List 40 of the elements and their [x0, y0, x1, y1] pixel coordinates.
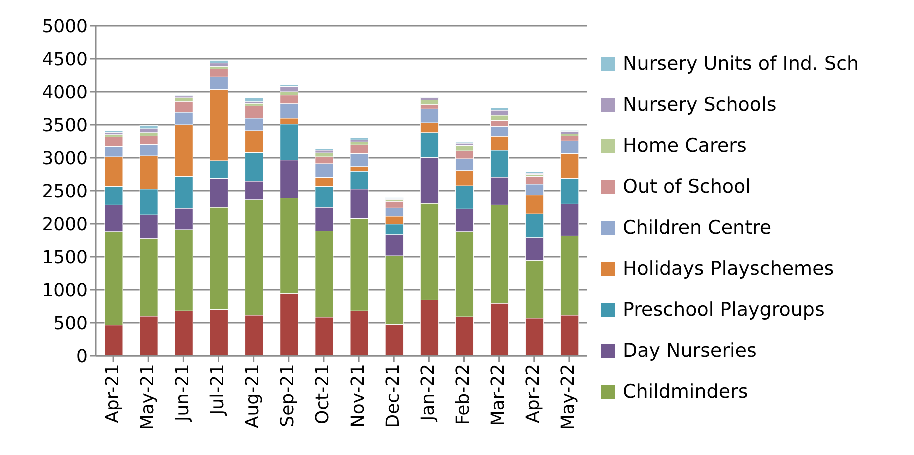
- x-tick-label: Jan-22: [418, 364, 439, 422]
- legend-label: Childminders: [623, 381, 748, 403]
- y-tick-label: 5000: [42, 16, 88, 38]
- bar: [210, 60, 228, 64]
- y-tick-label: 4500: [42, 49, 88, 70]
- x-tick-label: May-22: [558, 364, 580, 430]
- y-tick-label: 0: [76, 346, 88, 368]
- y-tick-label: 500: [54, 313, 88, 334]
- x-tick-label: Sep-21: [278, 364, 299, 428]
- legend-label: Nursery Units of Ind. Sch: [623, 53, 860, 75]
- legend-label: Day Nurseries: [623, 340, 757, 362]
- bar: [245, 98, 264, 102]
- legend-label: Holidays Playschemes: [623, 258, 834, 280]
- y-tick-label: 4000: [42, 82, 88, 104]
- x-tick-label: Apr-21: [102, 364, 124, 424]
- legend-label: Children Centre: [623, 217, 772, 239]
- x-tick-label: Feb-22: [453, 364, 474, 426]
- legend-label: Out of School: [623, 176, 751, 198]
- y-tick-label: 2500: [42, 181, 88, 202]
- x-tick-label: Aug-21: [242, 364, 264, 429]
- legend-label: Nursery Schools: [623, 94, 777, 116]
- y-tick-label: 2000: [42, 214, 88, 236]
- x-tick-label: Jun-21: [172, 364, 194, 423]
- x-tick-label: May-21: [137, 364, 158, 430]
- x-tick-label: Mar-22: [488, 364, 510, 426]
- bar: [280, 86, 299, 92]
- x-tick-label: Oct-21: [312, 364, 334, 425]
- legend-label: Home Carers: [623, 135, 747, 157]
- x-tick-label: Jul-21: [208, 364, 229, 416]
- y-tick-label: 1500: [42, 247, 88, 268]
- y-tick-label: 3000: [42, 148, 88, 170]
- y-tick-label: 1000: [42, 280, 88, 302]
- x-tick-label: Nov-21: [348, 364, 369, 428]
- bar: [140, 125, 158, 130]
- legend-label: Preschool Playgroups: [623, 299, 825, 321]
- y-tick-label: 3500: [42, 115, 88, 136]
- x-tick-label: Apr-22: [523, 364, 544, 424]
- x-tick-label: Dec-21: [382, 364, 404, 428]
- bar: [315, 150, 334, 154]
- bar: [210, 63, 228, 67]
